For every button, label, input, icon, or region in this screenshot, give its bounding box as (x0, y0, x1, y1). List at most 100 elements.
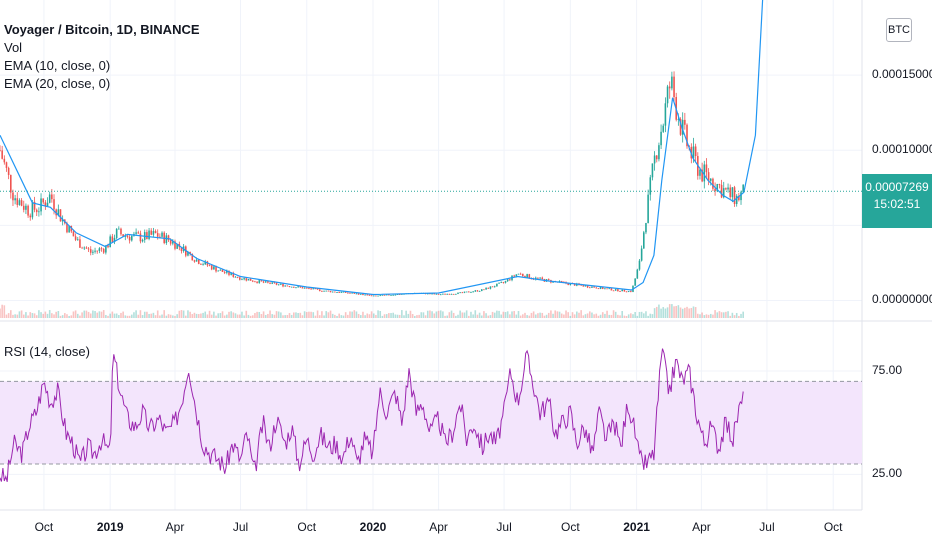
volume-bar (452, 312, 455, 318)
candle (174, 239, 176, 251)
volume-bar (107, 315, 109, 318)
candle (288, 285, 291, 288)
volume-bar (403, 315, 405, 318)
volume-bar (558, 311, 561, 318)
volume-bar (284, 315, 286, 318)
volume-bar (48, 310, 51, 318)
volume-bar (578, 312, 580, 318)
candle (102, 247, 105, 254)
candle (44, 200, 47, 210)
volume-bar (461, 312, 464, 318)
candle (256, 281, 258, 284)
volume-bar (528, 315, 531, 318)
candle (197, 259, 200, 265)
legend-vol[interactable]: Vol (4, 40, 23, 55)
currency-button[interactable]: BTC (886, 18, 912, 42)
candle (79, 236, 81, 249)
volume-bar (653, 308, 656, 318)
volume-bar (12, 314, 14, 318)
volume-bar (474, 310, 477, 318)
candle (247, 278, 250, 281)
candle (735, 194, 738, 207)
volume-bar (226, 314, 228, 318)
volume-bar (53, 314, 55, 318)
volume-bar (673, 306, 675, 318)
volume-bar (202, 312, 204, 318)
volume-bar (310, 311, 312, 318)
volume-bar (694, 307, 697, 318)
candle (286, 285, 289, 287)
time-tick-label: Oct (823, 520, 843, 534)
volume-bar (122, 311, 124, 318)
volume-bar (513, 311, 515, 318)
volume-bar (215, 315, 217, 318)
volume-bar (435, 311, 438, 318)
volume-bar (532, 311, 535, 318)
volume-bar (247, 314, 250, 318)
volume-bar (18, 311, 21, 318)
volume-bar (725, 311, 727, 318)
volume-bar (491, 311, 494, 318)
candle (22, 200, 25, 213)
volume-bar (401, 310, 403, 318)
volume-bar (133, 312, 135, 318)
candle (377, 295, 379, 297)
candle (120, 227, 122, 236)
candle (27, 204, 29, 218)
candle (604, 287, 606, 290)
volume-bar (100, 311, 103, 318)
volume-bar (459, 310, 461, 318)
volume-bar (303, 311, 306, 318)
candle (394, 294, 397, 296)
candle (148, 227, 150, 241)
candle (446, 293, 449, 295)
volume-bar (405, 310, 407, 318)
volume-bar (312, 312, 315, 318)
volume-bar (0, 308, 1, 318)
volume-bar (120, 312, 122, 318)
candle (684, 112, 686, 130)
candle (617, 288, 619, 292)
volume-bar (184, 315, 187, 318)
volume-bar (742, 311, 744, 318)
volume-bar (204, 311, 207, 318)
candle (638, 259, 641, 271)
candle (323, 290, 325, 292)
volume-bar (22, 314, 25, 318)
rsi-legend[interactable]: RSI (14, close) (4, 343, 90, 361)
volume-bar (262, 311, 265, 318)
volume-bar (679, 307, 682, 318)
volume-bar (465, 310, 468, 318)
volume-bar (480, 315, 483, 318)
volume-bar (83, 310, 86, 318)
volume-bar (576, 311, 578, 318)
volume-bar (709, 313, 712, 318)
volume-bar (334, 314, 336, 318)
volume-bar (612, 310, 615, 318)
volume-bar (241, 311, 243, 318)
candle (38, 207, 40, 217)
volume-bar (699, 314, 701, 318)
candle (172, 239, 174, 246)
volume-bar (409, 310, 412, 318)
symbol-title[interactable]: Voyager / Bitcoin, 1D, BINANCE (4, 22, 200, 37)
volume-bar (522, 314, 524, 318)
legend-ema-10[interactable]: EMA (10, close, 0) (4, 58, 111, 73)
candle (355, 293, 358, 295)
legend-ema-20[interactable]: EMA (20, close, 0) (4, 76, 111, 91)
volume-bar (141, 315, 144, 318)
candle (727, 183, 729, 193)
volume-bar (470, 311, 472, 318)
candle (327, 290, 330, 292)
candle (347, 292, 349, 294)
candle (444, 293, 446, 295)
candle (321, 290, 323, 292)
candle (94, 247, 96, 254)
volume-bar (288, 313, 291, 318)
candle (269, 282, 271, 285)
volume-bar (297, 312, 299, 318)
candle (340, 291, 343, 293)
last-price-tag: 0.00007269 15:02:51 (862, 174, 932, 228)
volume-bar (314, 315, 317, 318)
